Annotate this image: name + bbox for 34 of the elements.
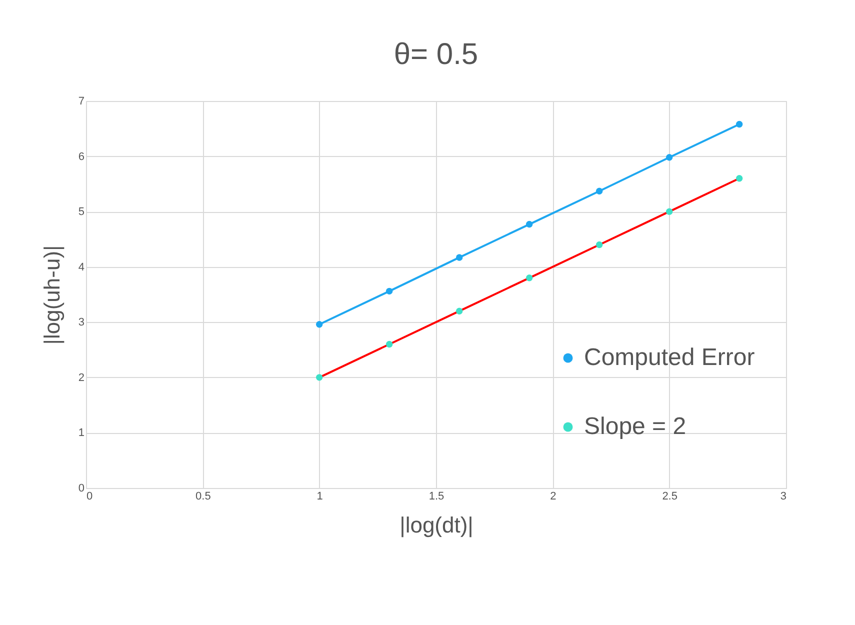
x-tick-label: 3: [780, 490, 786, 502]
y-tick-label: 3: [78, 316, 84, 329]
point: [526, 220, 533, 228]
point: [596, 188, 603, 194]
point: [526, 274, 533, 282]
y-tick-label: 2: [78, 372, 84, 384]
point: [386, 340, 393, 348]
y-tick-label: 0: [78, 482, 84, 494]
y-tick-label: 7: [78, 96, 84, 108]
point: [666, 154, 673, 161]
point: [316, 374, 323, 381]
y-tick-label: 6: [78, 150, 84, 163]
x-tick-label: 0: [86, 490, 93, 502]
x-tick-label: 2.5: [662, 490, 678, 502]
y-axis-title: |log(uh-u)|: [39, 245, 64, 345]
point: [736, 120, 743, 128]
point: [596, 241, 603, 248]
legend-label: Computed Error: [584, 344, 755, 371]
y-tick-label: 5: [78, 206, 84, 218]
point: [736, 175, 743, 182]
point: [316, 321, 323, 328]
y-tick-label: 1: [78, 427, 84, 440]
point: [386, 288, 393, 295]
x-tick-label: 2: [550, 490, 556, 502]
point: [456, 254, 463, 261]
chart-title: θ= 0.5: [394, 38, 478, 71]
x-tick-label: 1.5: [428, 490, 444, 502]
point: [666, 208, 673, 215]
x-tick-label: 0.5: [196, 490, 211, 502]
legend-label: Slope = 2: [584, 413, 686, 440]
y-tick-label: 4: [78, 261, 84, 274]
point: [456, 308, 463, 314]
x-axis-title: |log(dt)|: [400, 512, 474, 538]
x-tick-label: 1: [316, 490, 323, 502]
